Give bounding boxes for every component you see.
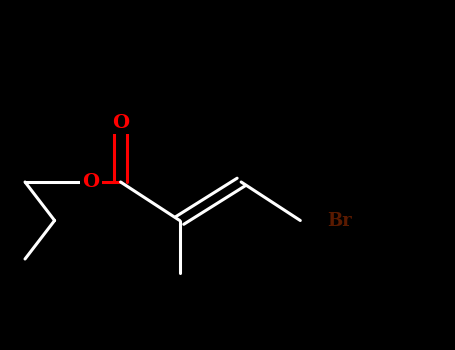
Text: Br: Br [328, 211, 352, 230]
Text: O: O [82, 173, 100, 191]
Text: O: O [112, 113, 129, 132]
